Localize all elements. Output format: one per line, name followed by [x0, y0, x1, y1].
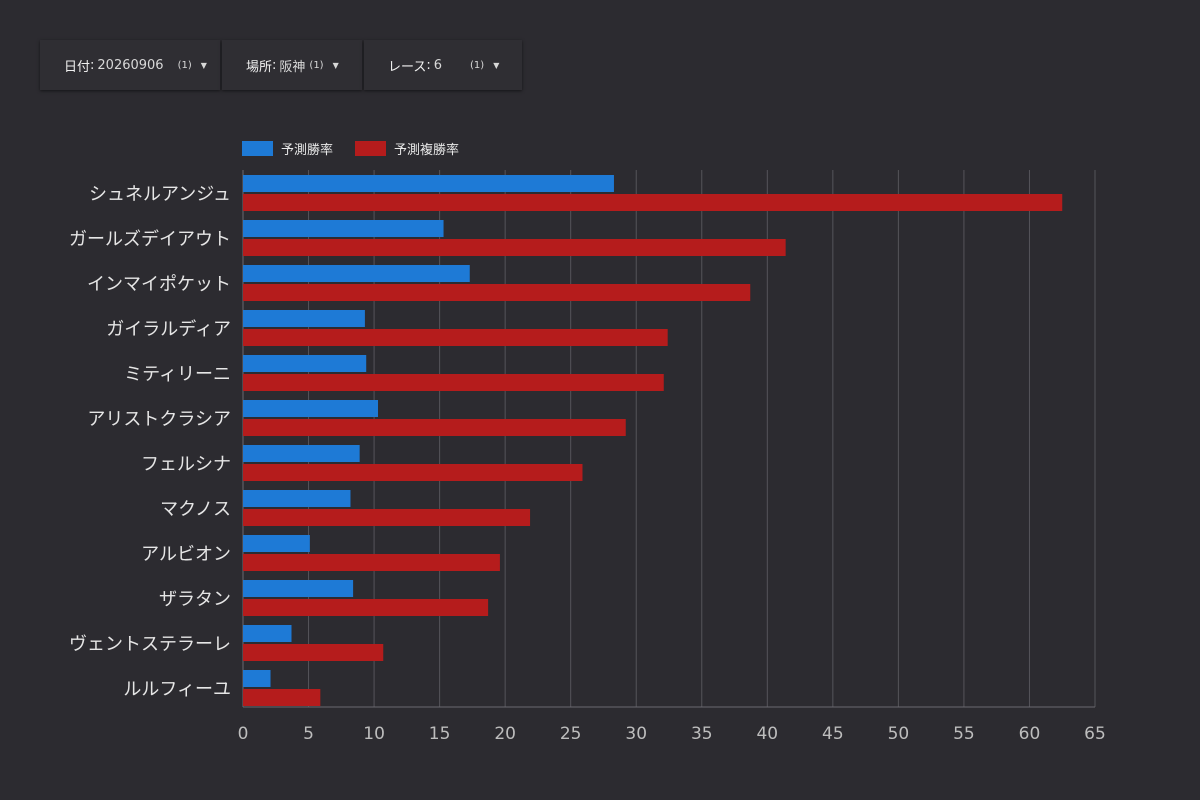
- venue-filter-key: 場所: [246, 59, 273, 75]
- legend-swatch-win: [242, 141, 273, 156]
- bar-win-rate[interactable]: [243, 220, 444, 237]
- race-filter-key: レース: [388, 59, 427, 75]
- bar-place-rate[interactable]: [243, 419, 626, 436]
- bar-win-rate[interactable]: [243, 625, 292, 642]
- legend-label-win: 予測勝率: [281, 143, 334, 158]
- bar-win-rate[interactable]: [243, 265, 470, 282]
- x-tick-label: 5: [303, 724, 314, 744]
- category-label: フェルシナ: [141, 454, 231, 475]
- chevron-down-icon: ▼: [332, 60, 339, 70]
- bar-place-rate[interactable]: [243, 599, 489, 616]
- chevron-down-icon: ▼: [493, 60, 500, 70]
- date-filter-value: 20260906: [97, 57, 164, 73]
- legend-item-place[interactable]: 予測複勝率: [355, 139, 459, 158]
- date-filter-key: 日付: [64, 59, 91, 75]
- category-label: マクノス: [160, 499, 231, 520]
- venue-filter-count: (1): [309, 59, 324, 71]
- x-tick-label: 65: [1084, 724, 1106, 744]
- bar-win-rate[interactable]: [243, 175, 614, 192]
- bar-place-rate[interactable]: [243, 689, 321, 706]
- x-tick-label: 35: [691, 724, 713, 744]
- filter-bar: 日付: 20260906 (1) ▼ 場所: 阪神 (1) ▼ レース: 6 (…: [40, 40, 524, 90]
- bar-place-rate[interactable]: [243, 329, 668, 346]
- bar-place-rate[interactable]: [243, 239, 786, 256]
- category-label: ガイラルディア: [106, 319, 231, 340]
- category-label: インマイポケット: [87, 274, 231, 295]
- x-tick-label: 30: [625, 724, 647, 744]
- bar-place-rate[interactable]: [243, 194, 1063, 211]
- bar-win-rate[interactable]: [243, 400, 379, 417]
- bar-win-rate[interactable]: [243, 670, 271, 687]
- x-tick-label: 50: [888, 724, 910, 744]
- bar-place-rate[interactable]: [243, 644, 384, 661]
- bar-place-rate[interactable]: [243, 284, 751, 301]
- chart-legend: 予測勝率 予測複勝率: [242, 139, 481, 158]
- x-tick-label: 45: [822, 724, 844, 744]
- date-filter[interactable]: 日付: 20260906 (1) ▼: [40, 40, 220, 90]
- category-label: アルビオン: [141, 544, 231, 565]
- race-filter-value: 6: [433, 57, 443, 73]
- x-tick-label: 0: [238, 724, 249, 744]
- bar-win-rate[interactable]: [243, 355, 367, 372]
- legend-label-place: 予測複勝率: [394, 143, 460, 158]
- bar-place-rate[interactable]: [243, 554, 500, 571]
- x-tick-label: 10: [363, 724, 385, 744]
- category-label: ガールズデイアウト: [69, 229, 231, 250]
- bar-win-rate[interactable]: [243, 445, 360, 462]
- x-tick-label: 25: [560, 724, 582, 744]
- category-label: ヴェントステラーレ: [69, 634, 231, 655]
- category-label: アリストクラシア: [87, 409, 231, 430]
- chevron-down-icon: ▼: [200, 60, 207, 70]
- bar-place-rate[interactable]: [243, 374, 664, 391]
- x-tick-label: 60: [1019, 724, 1041, 744]
- venue-filter[interactable]: 場所: 阪神 (1) ▼: [222, 40, 362, 90]
- venue-filter-value: 阪神: [279, 59, 306, 75]
- bar-win-rate[interactable]: [243, 490, 351, 507]
- category-label: シュネルアンジュ: [89, 184, 231, 205]
- category-label: ミティリーニ: [124, 364, 231, 385]
- category-label: ザラタン: [159, 589, 231, 610]
- bar-win-rate[interactable]: [243, 580, 354, 597]
- bar-win-rate[interactable]: [243, 535, 310, 552]
- legend-item-win[interactable]: 予測勝率: [242, 139, 333, 158]
- date-filter-count: (1): [177, 59, 192, 71]
- legend-swatch-place: [355, 141, 387, 156]
- bar-place-rate[interactable]: [243, 509, 531, 526]
- race-filter-count: (1): [470, 59, 485, 71]
- x-tick-label: 40: [756, 724, 778, 744]
- x-tick-label: 15: [429, 724, 451, 744]
- category-label: ルルフィーユ: [123, 679, 231, 700]
- bar-place-rate[interactable]: [243, 464, 583, 481]
- race-filter[interactable]: レース: 6 (1) ▼: [364, 40, 522, 90]
- x-tick-label: 20: [494, 724, 516, 744]
- x-tick-label: 55: [953, 724, 975, 744]
- bar-win-rate[interactable]: [243, 310, 365, 327]
